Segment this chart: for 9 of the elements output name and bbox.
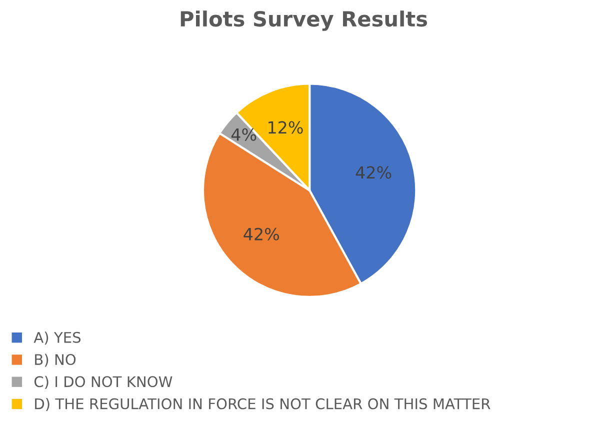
- chart-title: Pilots Survey Results: [180, 10, 428, 31]
- legend-label: A) YES: [34, 332, 81, 345]
- data-label: 42%: [244, 228, 279, 240]
- legend-label: C) I DO NOT KNOW: [34, 376, 172, 389]
- data-label: 4%: [231, 128, 256, 141]
- data-label: 42%: [356, 166, 392, 179]
- data-label: 12%: [268, 121, 303, 134]
- legend-label: D) THE REGULATION IN FORCE IS NOT CLEAR ON THIS MATTER: [35, 398, 490, 412]
- legend-label: B) NO: [35, 354, 76, 367]
